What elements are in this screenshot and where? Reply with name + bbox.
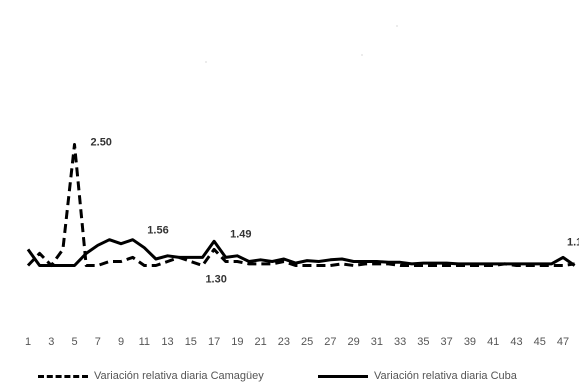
speck-3 xyxy=(205,61,207,63)
data-label-5: 1.18 xyxy=(567,236,579,248)
data-label-3: 1.30 xyxy=(205,273,226,285)
x-tick-label: 17 xyxy=(208,336,220,348)
x-tick-label: 15 xyxy=(185,336,197,348)
series-layer xyxy=(26,143,576,267)
legend-item-cuba: Variación relativa diaria Cuba xyxy=(318,370,517,382)
speck-2 xyxy=(361,54,363,56)
x-tick-label: 9 xyxy=(118,336,124,348)
x-tick-label: 11 xyxy=(139,336,150,348)
x-tick-label: 37 xyxy=(441,336,453,348)
x-tick-label: 29 xyxy=(348,336,360,348)
x-tick-label: 19 xyxy=(231,336,243,348)
x-tick-label: 35 xyxy=(417,336,429,348)
data-label-4: 1.49 xyxy=(230,228,251,240)
x-tick-label: 45 xyxy=(534,336,546,348)
series-line-cuba xyxy=(26,238,576,267)
legend-swatch-solid xyxy=(318,374,368,378)
x-tick-label: 23 xyxy=(278,336,290,348)
data-label-2: 1.56 xyxy=(147,225,168,237)
x-axis-tick-labels: 1 3 5 7 9 11 13 15 17 19 21 23 25 27 29 31 33 35 37 39 41 43 4… xyxy=(25,336,569,348)
x-tick-label: 21 xyxy=(254,336,266,348)
legend-label-camaguey: Variación relativa diaria Camagüey xyxy=(94,370,264,382)
legend: Variación relativa diaria Camagüey Varia… xyxy=(0,370,579,387)
data-label-1: 2.50 xyxy=(91,137,112,149)
x-tick-label: 31 xyxy=(371,336,383,348)
x-tick-label: 43 xyxy=(510,336,522,348)
legend-item-camaguey: Variación relativa diaria Camagüey xyxy=(38,370,264,382)
speck-1 xyxy=(396,25,398,27)
series-line-camaguey xyxy=(26,143,575,267)
x-tick-label: 25 xyxy=(301,336,313,348)
legend-swatch-dashed xyxy=(38,374,88,378)
x-tick-label: 41 xyxy=(487,336,499,348)
x-tick-label: 7 xyxy=(95,336,101,348)
x-tick-label: 27 xyxy=(324,336,336,348)
data-label-layer: 2.50 1.56 1.30 1.49 1.18 xyxy=(91,137,579,286)
x-tick-label: 1 xyxy=(25,336,31,348)
x-tick-label: 33 xyxy=(394,336,406,348)
x-tick-label: 13 xyxy=(161,336,173,348)
legend-label-cuba: Variación relativa diaria Cuba xyxy=(374,370,517,382)
x-tick-label: 47 xyxy=(557,336,569,348)
x-tick-label: 3 xyxy=(48,336,54,348)
background-specks xyxy=(205,25,398,63)
x-tick-label: 5 xyxy=(71,336,77,348)
x-tick-label: 39 xyxy=(464,336,476,348)
